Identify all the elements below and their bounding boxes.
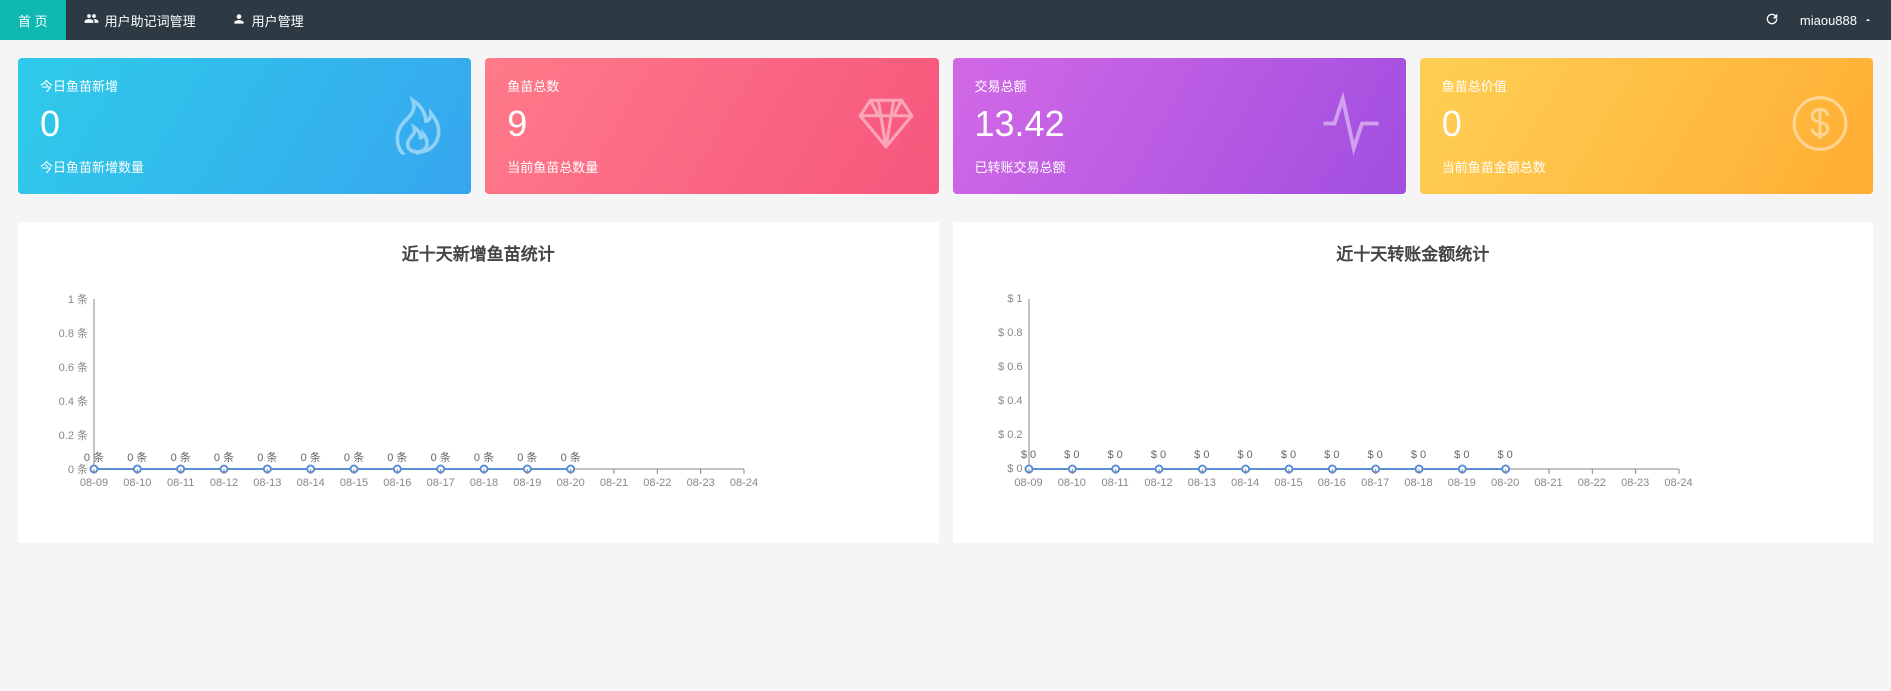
user-icon [232, 12, 246, 29]
x-tick: 08-18 [470, 477, 498, 489]
x-tick: 08-24 [1664, 477, 1692, 489]
x-tick: 08-09 [80, 477, 108, 489]
diamond-icon [855, 93, 917, 160]
x-tick: 08-22 [643, 477, 671, 489]
point-label: 0 条 [301, 449, 321, 465]
card-today-new: 今日鱼苗新增 0 今日鱼苗新增数量 [18, 58, 471, 194]
x-tick: 08-17 [427, 477, 455, 489]
x-tick: 08-21 [1534, 477, 1562, 489]
chart-new-fry: 近十天新增鱼苗统计 0 条 0.2 条 0.4 条 0.6 条 0.8 条 1 条 08-0… [18, 222, 939, 543]
y-tick: $ 0.6 [973, 361, 1023, 373]
users-group-icon [84, 11, 99, 29]
point-label: $ 0 [1151, 449, 1166, 461]
x-tick: 08-21 [600, 477, 628, 489]
point-label: $ 0 [1238, 449, 1253, 461]
x-tick: 08-11 [167, 477, 194, 489]
point-label: $ 0 [1411, 449, 1426, 461]
x-tick: 08-16 [1318, 477, 1346, 489]
nav-users[interactable]: 用户管理 [214, 0, 322, 40]
nav-home-label: 首 页 [18, 11, 48, 30]
point-label: 0 条 [171, 449, 191, 465]
point-label: $ 0 [1064, 449, 1079, 461]
chart-transfer: 近十天转账金额统计 $ 0 $ 0.2 $ 0.4 $ 0.6 $ 0.8 $ 1 08-0… [953, 222, 1874, 543]
point-label: 0 条 [431, 449, 451, 465]
x-tick: 08-19 [1448, 477, 1476, 489]
point-label: $ 0 [1324, 449, 1339, 461]
card-total-fry: 鱼苗总数 9 当前鱼苗总数量 [485, 58, 938, 194]
x-tick: 08-10 [123, 477, 151, 489]
x-tick: 08-10 [1058, 477, 1086, 489]
x-tick: 08-15 [1274, 477, 1302, 489]
card-sub: 当前鱼苗金额总数 [1442, 157, 1851, 176]
y-tick: 0.2 条 [38, 427, 88, 443]
nav-mnemonic-label: 用户助记词管理 [105, 11, 196, 30]
user-name-label: miaou888 [1800, 13, 1857, 28]
y-tick: $ 0 [973, 463, 1023, 475]
x-tick: 08-11 [1101, 477, 1128, 489]
x-tick: 08-20 [557, 477, 585, 489]
x-tick: 08-15 [340, 477, 368, 489]
y-tick: $ 0.2 [973, 429, 1023, 441]
card-total-value: 鱼苗总价值 0 当前鱼苗金额总数 [1420, 58, 1873, 194]
x-tick: 08-09 [1014, 477, 1042, 489]
point-label: $ 0 [1194, 449, 1209, 461]
x-tick: 08-19 [513, 477, 541, 489]
point-label: $ 0 [1454, 449, 1469, 461]
y-tick: 0.6 条 [38, 359, 88, 375]
refresh-icon[interactable] [1764, 11, 1780, 30]
point-label: $ 0 [1281, 449, 1296, 461]
point-label: 0 条 [387, 449, 407, 465]
nav-home[interactable]: 首 页 [0, 0, 66, 40]
stat-cards: 今日鱼苗新增 0 今日鱼苗新增数量 鱼苗总数 9 当前鱼苗总数量 交易总额 13… [18, 58, 1873, 194]
x-tick: 08-20 [1491, 477, 1519, 489]
x-tick: 08-24 [730, 477, 758, 489]
x-tick: 08-13 [253, 477, 281, 489]
card-sub: 今日鱼苗新增数量 [40, 157, 449, 176]
x-tick: 08-23 [1621, 477, 1649, 489]
chart-title: 近十天转账金额统计 [973, 240, 1854, 265]
y-tick: 1 条 [38, 291, 88, 307]
point-label: 0 条 [561, 449, 581, 465]
x-tick: 08-13 [1188, 477, 1216, 489]
x-tick: 08-17 [1361, 477, 1389, 489]
x-tick: 08-22 [1578, 477, 1606, 489]
chevron-up-icon [1863, 13, 1873, 28]
y-tick: 0.8 条 [38, 325, 88, 341]
y-tick: 0.4 条 [38, 393, 88, 409]
x-tick: 08-16 [383, 477, 411, 489]
point-label: 0 条 [214, 449, 234, 465]
pulse-icon [1318, 91, 1384, 162]
x-tick: 08-14 [297, 477, 325, 489]
topbar: 首 页 用户助记词管理 用户管理 miaou888 [0, 0, 1891, 40]
y-tick: $ 1 [973, 293, 1023, 305]
point-label: 0 条 [474, 449, 494, 465]
card-sub: 当前鱼苗总数量 [507, 157, 916, 176]
point-label: $ 0 [1368, 449, 1383, 461]
y-tick: $ 0.8 [973, 327, 1023, 339]
point-label: $ 0 [1021, 449, 1036, 461]
dollar-circle-icon [1789, 93, 1851, 160]
point-label: 0 条 [517, 449, 537, 465]
x-tick: 08-12 [1144, 477, 1172, 489]
x-tick: 08-14 [1231, 477, 1259, 489]
point-label: 0 条 [84, 449, 104, 465]
nav-mnemonic[interactable]: 用户助记词管理 [66, 0, 214, 40]
x-tick: 08-12 [210, 477, 238, 489]
point-label: 0 条 [127, 449, 147, 465]
x-tick: 08-23 [687, 477, 715, 489]
point-label: $ 0 [1498, 449, 1513, 461]
fire-icon [387, 93, 449, 160]
user-menu[interactable]: miaou888 [1800, 13, 1873, 28]
chart-title: 近十天新增鱼苗统计 [38, 240, 919, 265]
y-tick: 0 条 [38, 461, 88, 477]
x-tick: 08-18 [1404, 477, 1432, 489]
point-label: 0 条 [344, 449, 364, 465]
point-label: 0 条 [257, 449, 277, 465]
card-total-trans: 交易总额 13.42 已转账交易总额 [953, 58, 1406, 194]
nav-users-label: 用户管理 [252, 11, 304, 30]
point-label: $ 0 [1108, 449, 1123, 461]
y-tick: $ 0.4 [973, 395, 1023, 407]
